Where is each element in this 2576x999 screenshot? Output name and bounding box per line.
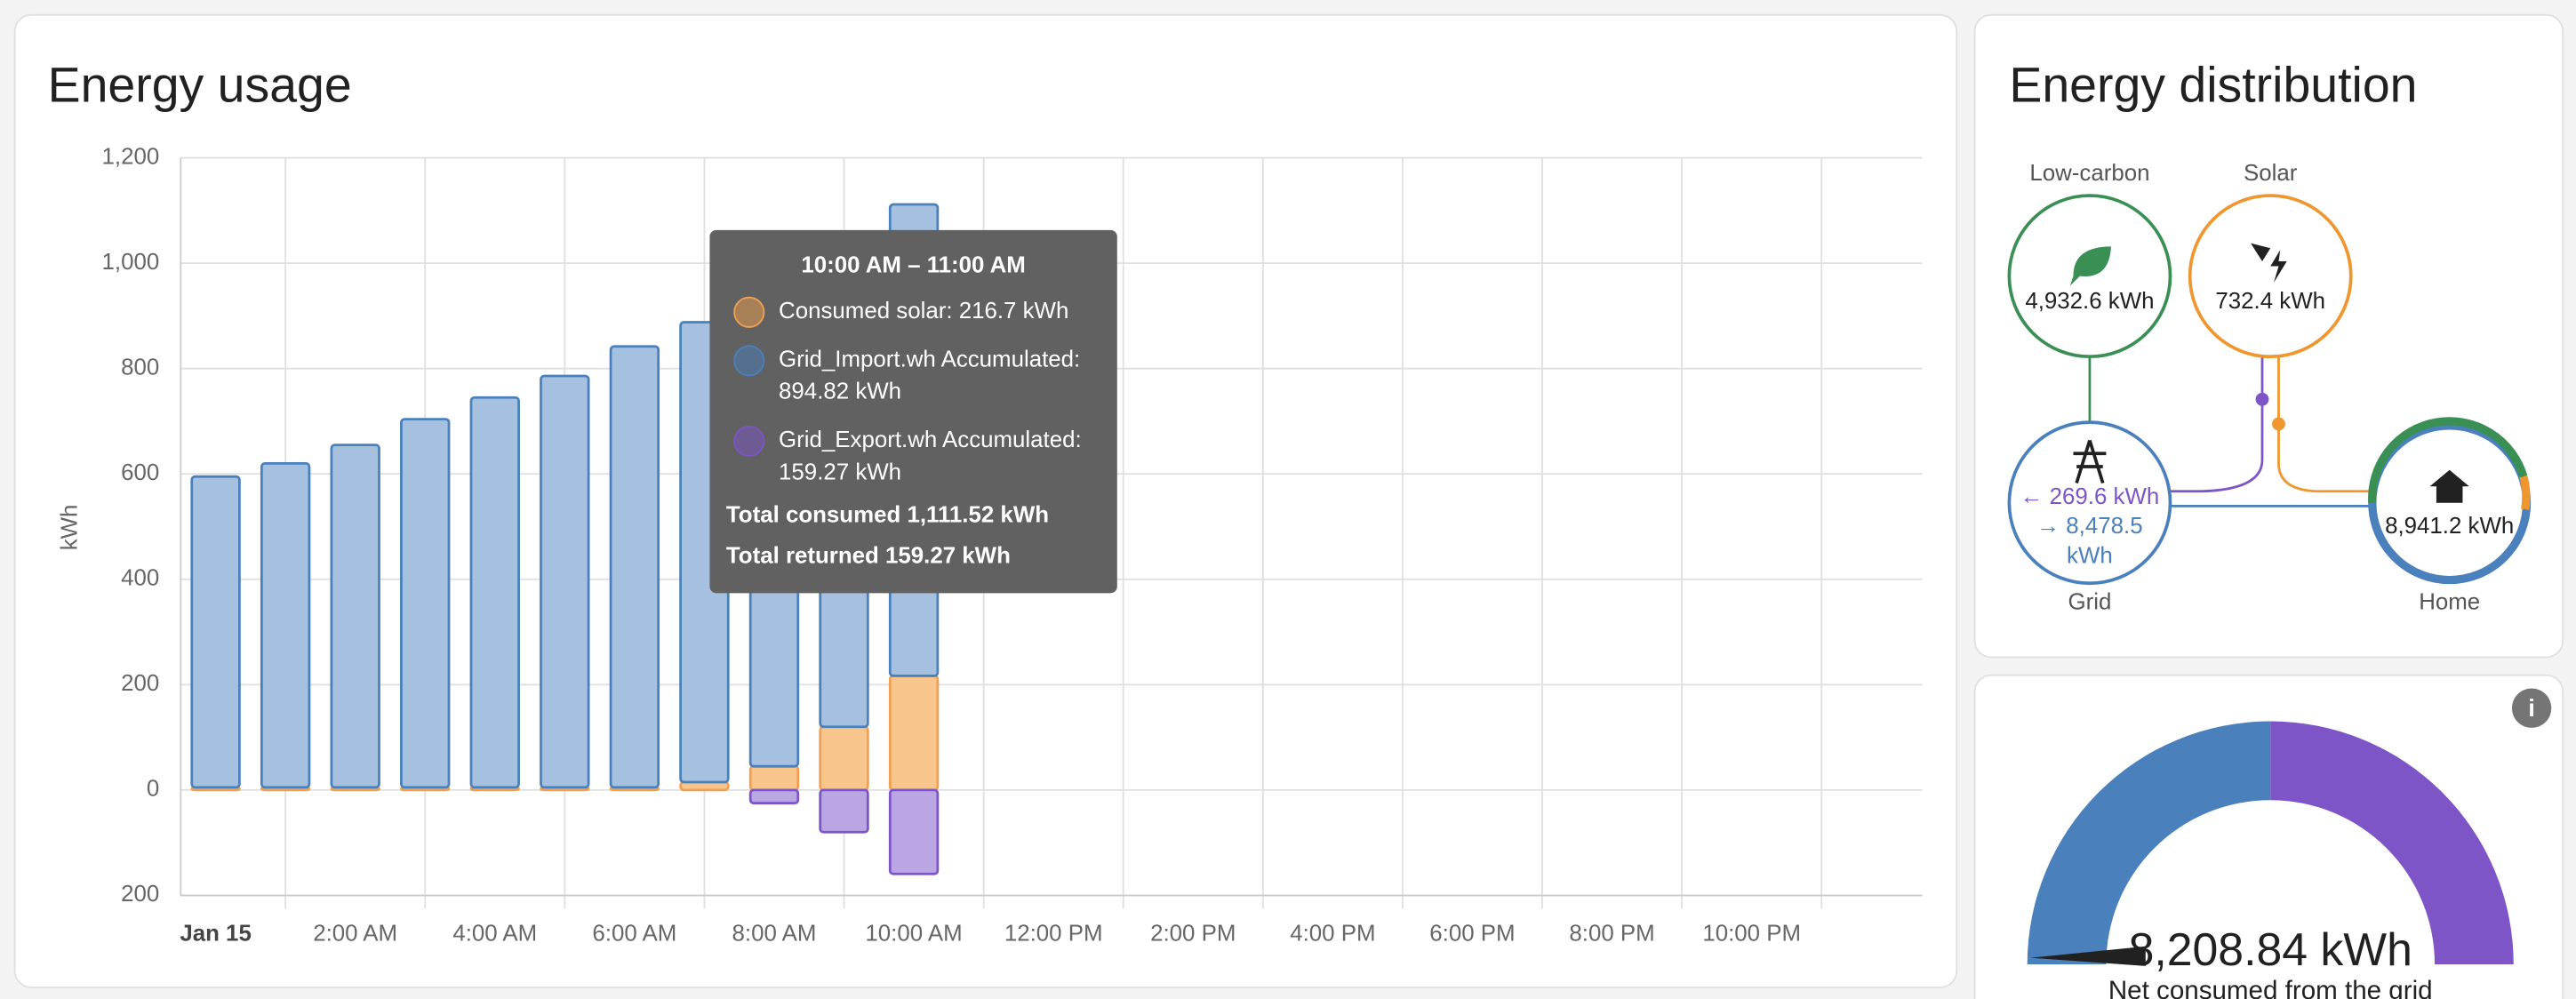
bar xyxy=(819,725,869,792)
node xyxy=(2007,420,2172,586)
flow xyxy=(2170,356,2264,493)
home-icon xyxy=(2429,469,2469,503)
card-title: Energy usage xyxy=(48,58,352,113)
gauge-card xyxy=(1973,674,2564,999)
tooltip-box xyxy=(709,229,1117,594)
node-label: Home xyxy=(2419,589,2480,614)
tooltip-total: Total returned 159.27 kWh xyxy=(726,544,1011,569)
tooltip: 10:00 AM – 11:00 AM Consumed solar: 216.7… xyxy=(709,229,1117,594)
node-value: 8,941.2 kWh xyxy=(2385,514,2514,539)
x-tick-label: 8:00 PM xyxy=(1569,922,1654,947)
x-tick-label: 6:00 AM xyxy=(592,922,676,947)
y-tick-label: 0 xyxy=(147,777,159,802)
node xyxy=(2188,194,2353,359)
info-icon: i xyxy=(2528,694,2535,722)
flow xyxy=(2277,356,2370,493)
tooltip-line: Grid_Export.wh Accumulated: xyxy=(779,428,1082,452)
gauge-needle xyxy=(2030,946,2146,966)
y-axis-label: kWh xyxy=(57,505,82,551)
ring xyxy=(2519,475,2531,510)
x-tick-label: 10:00 AM xyxy=(865,922,962,947)
bar xyxy=(888,788,940,875)
solar-icon xyxy=(2251,243,2287,284)
gauge-arc xyxy=(2027,721,2271,965)
bar xyxy=(190,475,241,789)
bar xyxy=(819,788,869,834)
card-title: Energy distribution xyxy=(2009,58,2417,113)
tooltip-line: Consumed solar: 216.7 kWh xyxy=(779,299,1068,324)
tooltip-total: Total consumed 1,111.52 kWh xyxy=(726,502,1049,527)
gauge-value: 8,208.84 kWh xyxy=(2129,923,2412,975)
tooltip-line: 894.82 kWh xyxy=(779,380,901,404)
bar xyxy=(888,675,940,792)
y-tick-label: 1,000 xyxy=(102,250,160,275)
bar xyxy=(330,444,380,789)
bar xyxy=(260,461,311,789)
tooltip-swatch xyxy=(733,296,765,328)
bar xyxy=(540,374,590,789)
node-label: Solar xyxy=(2244,161,2298,186)
node xyxy=(2007,194,2172,359)
tooltip-line: Grid_Import.wh Accumulated: xyxy=(779,348,1080,372)
bar xyxy=(469,396,520,789)
x-tick-label: 2:00 AM xyxy=(313,922,397,947)
node-value: kWh xyxy=(2067,544,2113,569)
x-tick-label: 6:00 PM xyxy=(1429,922,1515,947)
node-label: Low-carbon xyxy=(2029,161,2149,186)
tooltip-swatch xyxy=(733,425,765,457)
x-tick-label: 8:00 AM xyxy=(732,922,817,947)
tooltip-title: 10:00 AM – 11:00 AM xyxy=(801,252,1025,277)
x-tick-label: 10:00 PM xyxy=(1702,922,1801,947)
tooltip-line: 159.27 kWh xyxy=(779,460,901,484)
node-value: → 8,478.5 xyxy=(2036,514,2142,539)
x-tick-label: 2:00 PM xyxy=(1150,922,1236,947)
y-tick-label: 800 xyxy=(121,355,159,380)
ring xyxy=(2368,417,2528,503)
bar xyxy=(400,418,451,789)
node-value: ← 269.6 kWh xyxy=(2020,484,2160,509)
node-label: Grid xyxy=(2068,589,2111,614)
x-tick-label: Jan 15 xyxy=(180,922,252,947)
bar xyxy=(748,788,800,805)
x-tick-label: 4:00 PM xyxy=(1290,922,1375,947)
x-tick-label: 12:00 PM xyxy=(1004,922,1103,947)
leaf-icon xyxy=(2069,246,2111,286)
gauge-label: Net consumed from the grid xyxy=(2108,976,2433,999)
flows xyxy=(2088,356,2370,507)
node-value: 732.4 kWh xyxy=(2215,289,2325,314)
gauge-arc xyxy=(2270,721,2514,965)
node-value: 4,932.6 kWh xyxy=(2025,289,2154,314)
y-tick-label: 400 xyxy=(121,566,159,591)
y-tick-label: 200 xyxy=(121,882,159,907)
flow-dot xyxy=(2255,392,2269,406)
tower-icon xyxy=(2073,439,2107,484)
y-tick-label: 1,200 xyxy=(102,144,160,169)
info-button[interactable] xyxy=(2511,688,2552,728)
flow-dot xyxy=(2272,417,2285,431)
bar xyxy=(609,345,660,789)
y-tick-label: 200 xyxy=(121,671,159,696)
bar xyxy=(748,764,800,792)
y-tick-label: 600 xyxy=(121,460,159,485)
x-tick-label: 4:00 AM xyxy=(452,922,537,947)
tooltip-swatch xyxy=(733,345,765,377)
